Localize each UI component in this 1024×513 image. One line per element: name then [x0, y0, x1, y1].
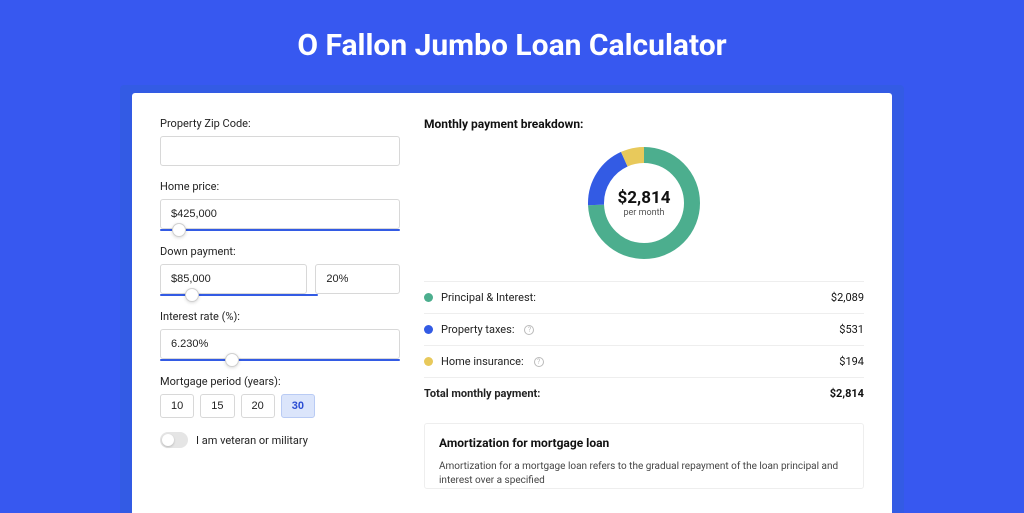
legend-dot: [424, 325, 433, 334]
amortization-text: Amortization for a mortgage loan refers …: [439, 460, 849, 488]
donut-wrap: $2,814 per month: [424, 143, 864, 263]
breakdown-row: Principal & Interest: $2,089: [424, 281, 864, 313]
period-option-30[interactable]: 30: [281, 394, 315, 418]
breakdown-rows: Principal & Interest: $2,089 Property taxe…: [424, 281, 864, 377]
total-value: $2,814: [830, 387, 864, 400]
period-options: 1015 2030: [160, 394, 400, 418]
donut-center: $2,814 per month: [584, 143, 704, 263]
page-title: O Fallon Jumbo Loan Calculator: [0, 0, 1024, 85]
payment-donut-chart: $2,814 per month: [584, 143, 704, 263]
zip-input[interactable]: [160, 136, 400, 166]
down-payment-input[interactable]: [160, 264, 307, 294]
calculator-outer-card: Property Zip Code: Home price: Down paym…: [120, 85, 904, 513]
breakdown-value: $531: [839, 323, 864, 336]
info-icon[interactable]: ?: [524, 325, 534, 335]
rate-group: Interest rate (%):: [160, 310, 400, 361]
breakdown-total-row: Total monthly payment: $2,814: [424, 377, 864, 409]
breakdown-row: Home insurance:? $194: [424, 345, 864, 377]
rate-slider[interactable]: [160, 359, 400, 361]
period-option-20[interactable]: 20: [241, 394, 275, 418]
home-price-slider-handle[interactable]: [172, 223, 186, 237]
donut-sub: per month: [623, 208, 664, 218]
veteran-label: I am veteran or military: [196, 434, 308, 447]
down-payment-slider[interactable]: [160, 294, 318, 296]
period-group: Mortgage period (years): 1015 2030: [160, 375, 400, 418]
breakdown-label: Property taxes:: [441, 323, 514, 336]
down-payment-group: Down payment:: [160, 245, 400, 296]
veteran-toggle[interactable]: [160, 432, 188, 448]
amortization-box: Amortization for mortgage loan Amortizat…: [424, 423, 864, 489]
breakdown-value: $194: [839, 355, 864, 368]
period-option-15[interactable]: 15: [200, 394, 234, 418]
legend-dot: [424, 357, 433, 366]
home-price-group: Home price:: [160, 180, 400, 231]
amortization-title: Amortization for mortgage loan: [439, 436, 849, 450]
breakdown-label: Principal & Interest:: [441, 291, 536, 304]
down-payment-slider-handle[interactable]: [185, 288, 199, 302]
breakdown-title: Monthly payment breakdown:: [424, 117, 864, 131]
down-payment-pct-input[interactable]: [315, 264, 400, 294]
veteran-row: I am veteran or military: [160, 432, 400, 448]
home-price-label: Home price:: [160, 180, 400, 193]
legend-dot: [424, 293, 433, 302]
donut-amount: $2,814: [618, 188, 671, 208]
down-payment-label: Down payment:: [160, 245, 400, 258]
info-icon[interactable]: ?: [534, 357, 544, 367]
total-label: Total monthly payment:: [424, 387, 540, 400]
form-column: Property Zip Code: Home price: Down paym…: [160, 117, 400, 513]
rate-input[interactable]: [160, 329, 400, 359]
breakdown-value: $2,089: [831, 291, 864, 304]
period-label: Mortgage period (years):: [160, 375, 400, 388]
calculator-inner-card: Property Zip Code: Home price: Down paym…: [132, 93, 892, 513]
rate-label: Interest rate (%):: [160, 310, 400, 323]
period-option-10[interactable]: 10: [160, 394, 194, 418]
veteran-toggle-knob: [162, 434, 174, 446]
home-price-input[interactable]: [160, 199, 400, 229]
zip-label: Property Zip Code:: [160, 117, 400, 130]
zip-group: Property Zip Code:: [160, 117, 400, 166]
breakdown-label: Home insurance:: [441, 355, 524, 368]
breakdown-column: Monthly payment breakdown: $2,814 per mo…: [424, 117, 864, 513]
rate-slider-handle[interactable]: [225, 353, 239, 367]
home-price-slider[interactable]: [160, 229, 400, 231]
breakdown-row: Property taxes:? $531: [424, 313, 864, 345]
